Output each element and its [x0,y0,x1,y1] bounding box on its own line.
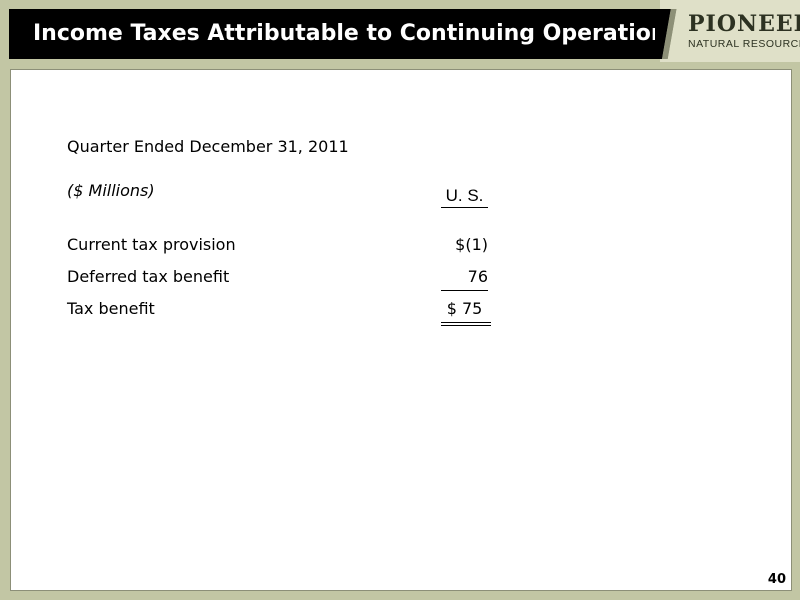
subtotal-underline [441,290,488,291]
period-label: Quarter Ended December 31, 2011 [67,137,349,156]
column-header-us: U. S. [445,186,484,205]
title-bar: Income Taxes Attributable to Continuing … [9,9,680,59]
row-value-current-tax: $(1) [455,235,488,254]
column-header-underline [441,207,488,208]
page-number: 40 [767,572,786,587]
row-label-deferred-tax: Deferred tax benefit [67,267,230,286]
logo-name-top: PIONEER [688,11,800,37]
row-value-deferred-tax: 76 [467,267,488,286]
content-panel [10,69,792,591]
slide-title: Income Taxes Attributable to Continuing … [33,21,680,46]
units-label: ($ Millions) [67,181,155,200]
row-value-tax-benefit: $ 75 [446,299,483,318]
logo-name-bottom: NATURAL RESOURCES [688,38,800,50]
row-label-tax-benefit: Tax benefit [67,299,155,318]
logo-stripe-decoration [655,9,685,59]
row-label-current-tax: Current tax provision [67,235,236,254]
total-double-underline [441,322,491,326]
